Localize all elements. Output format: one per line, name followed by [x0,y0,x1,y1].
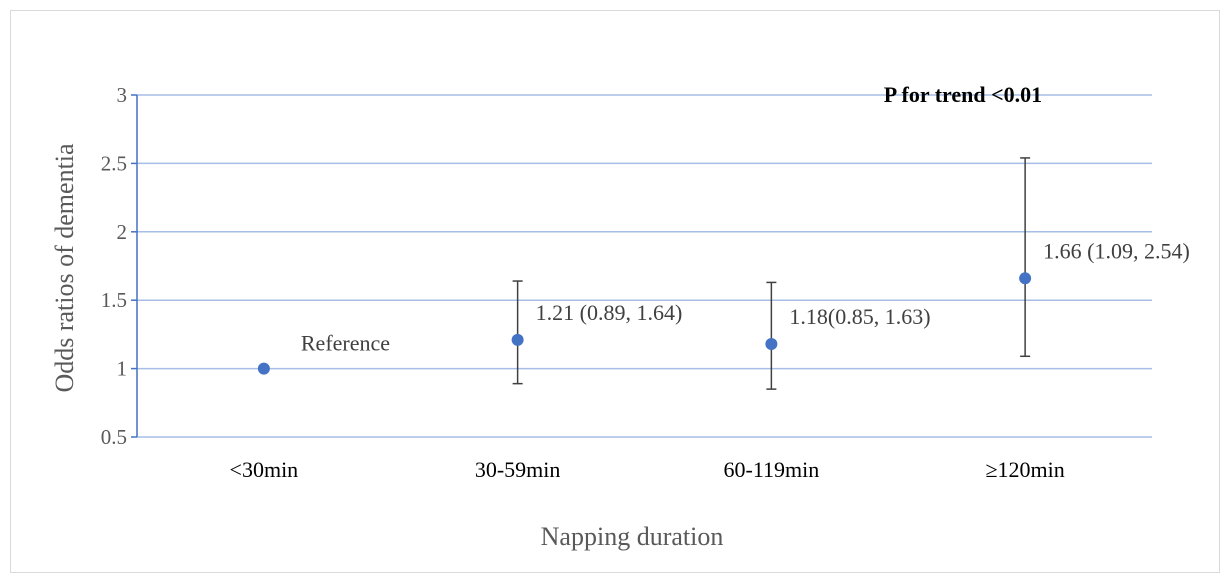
y-tick-label: 2 [117,220,128,244]
y-tick-label: 2.5 [101,151,127,175]
x-tick-label: 60-119min [724,457,820,482]
chart-frame [10,10,1220,573]
data-point [257,362,270,375]
x-tick-label: 30-59min [475,457,561,482]
y-tick-label: 0.5 [101,425,127,449]
y-axis-title: Odds ratios of dementia [50,143,79,393]
data-label: Reference [301,331,390,356]
data-label: 1.21 (0.89, 1.64) [536,300,683,325]
x-tick-label: ≥120min [985,457,1064,482]
y-tick-labels: 0.5 1 1.5 2 2.5 3 [101,83,127,449]
data-point [511,333,524,346]
data-points [257,272,1032,375]
data-label: 1.18(0.85, 1.63) [789,304,930,329]
y-tick-label: 1 [117,357,128,381]
data-point [765,337,778,350]
x-tick-labels: <30min 30-59min 60-119min ≥120min [230,457,1065,482]
x-tick-label: <30min [230,457,299,482]
gridlines [131,94,1152,438]
data-labels: Reference 1.21 (0.89, 1.64) 1.18(0.85, 1.6… [301,238,1190,355]
y-tick-label: 3 [117,83,128,107]
y-tick-label: 1.5 [101,288,127,312]
error-bars [512,157,1031,390]
x-axis-title: Napping duration [541,522,724,551]
data-point [1019,272,1032,285]
trend-annotation: P for trend <0.01 [884,82,1042,107]
data-label: 1.66 (1.09, 2.54) [1043,238,1190,263]
